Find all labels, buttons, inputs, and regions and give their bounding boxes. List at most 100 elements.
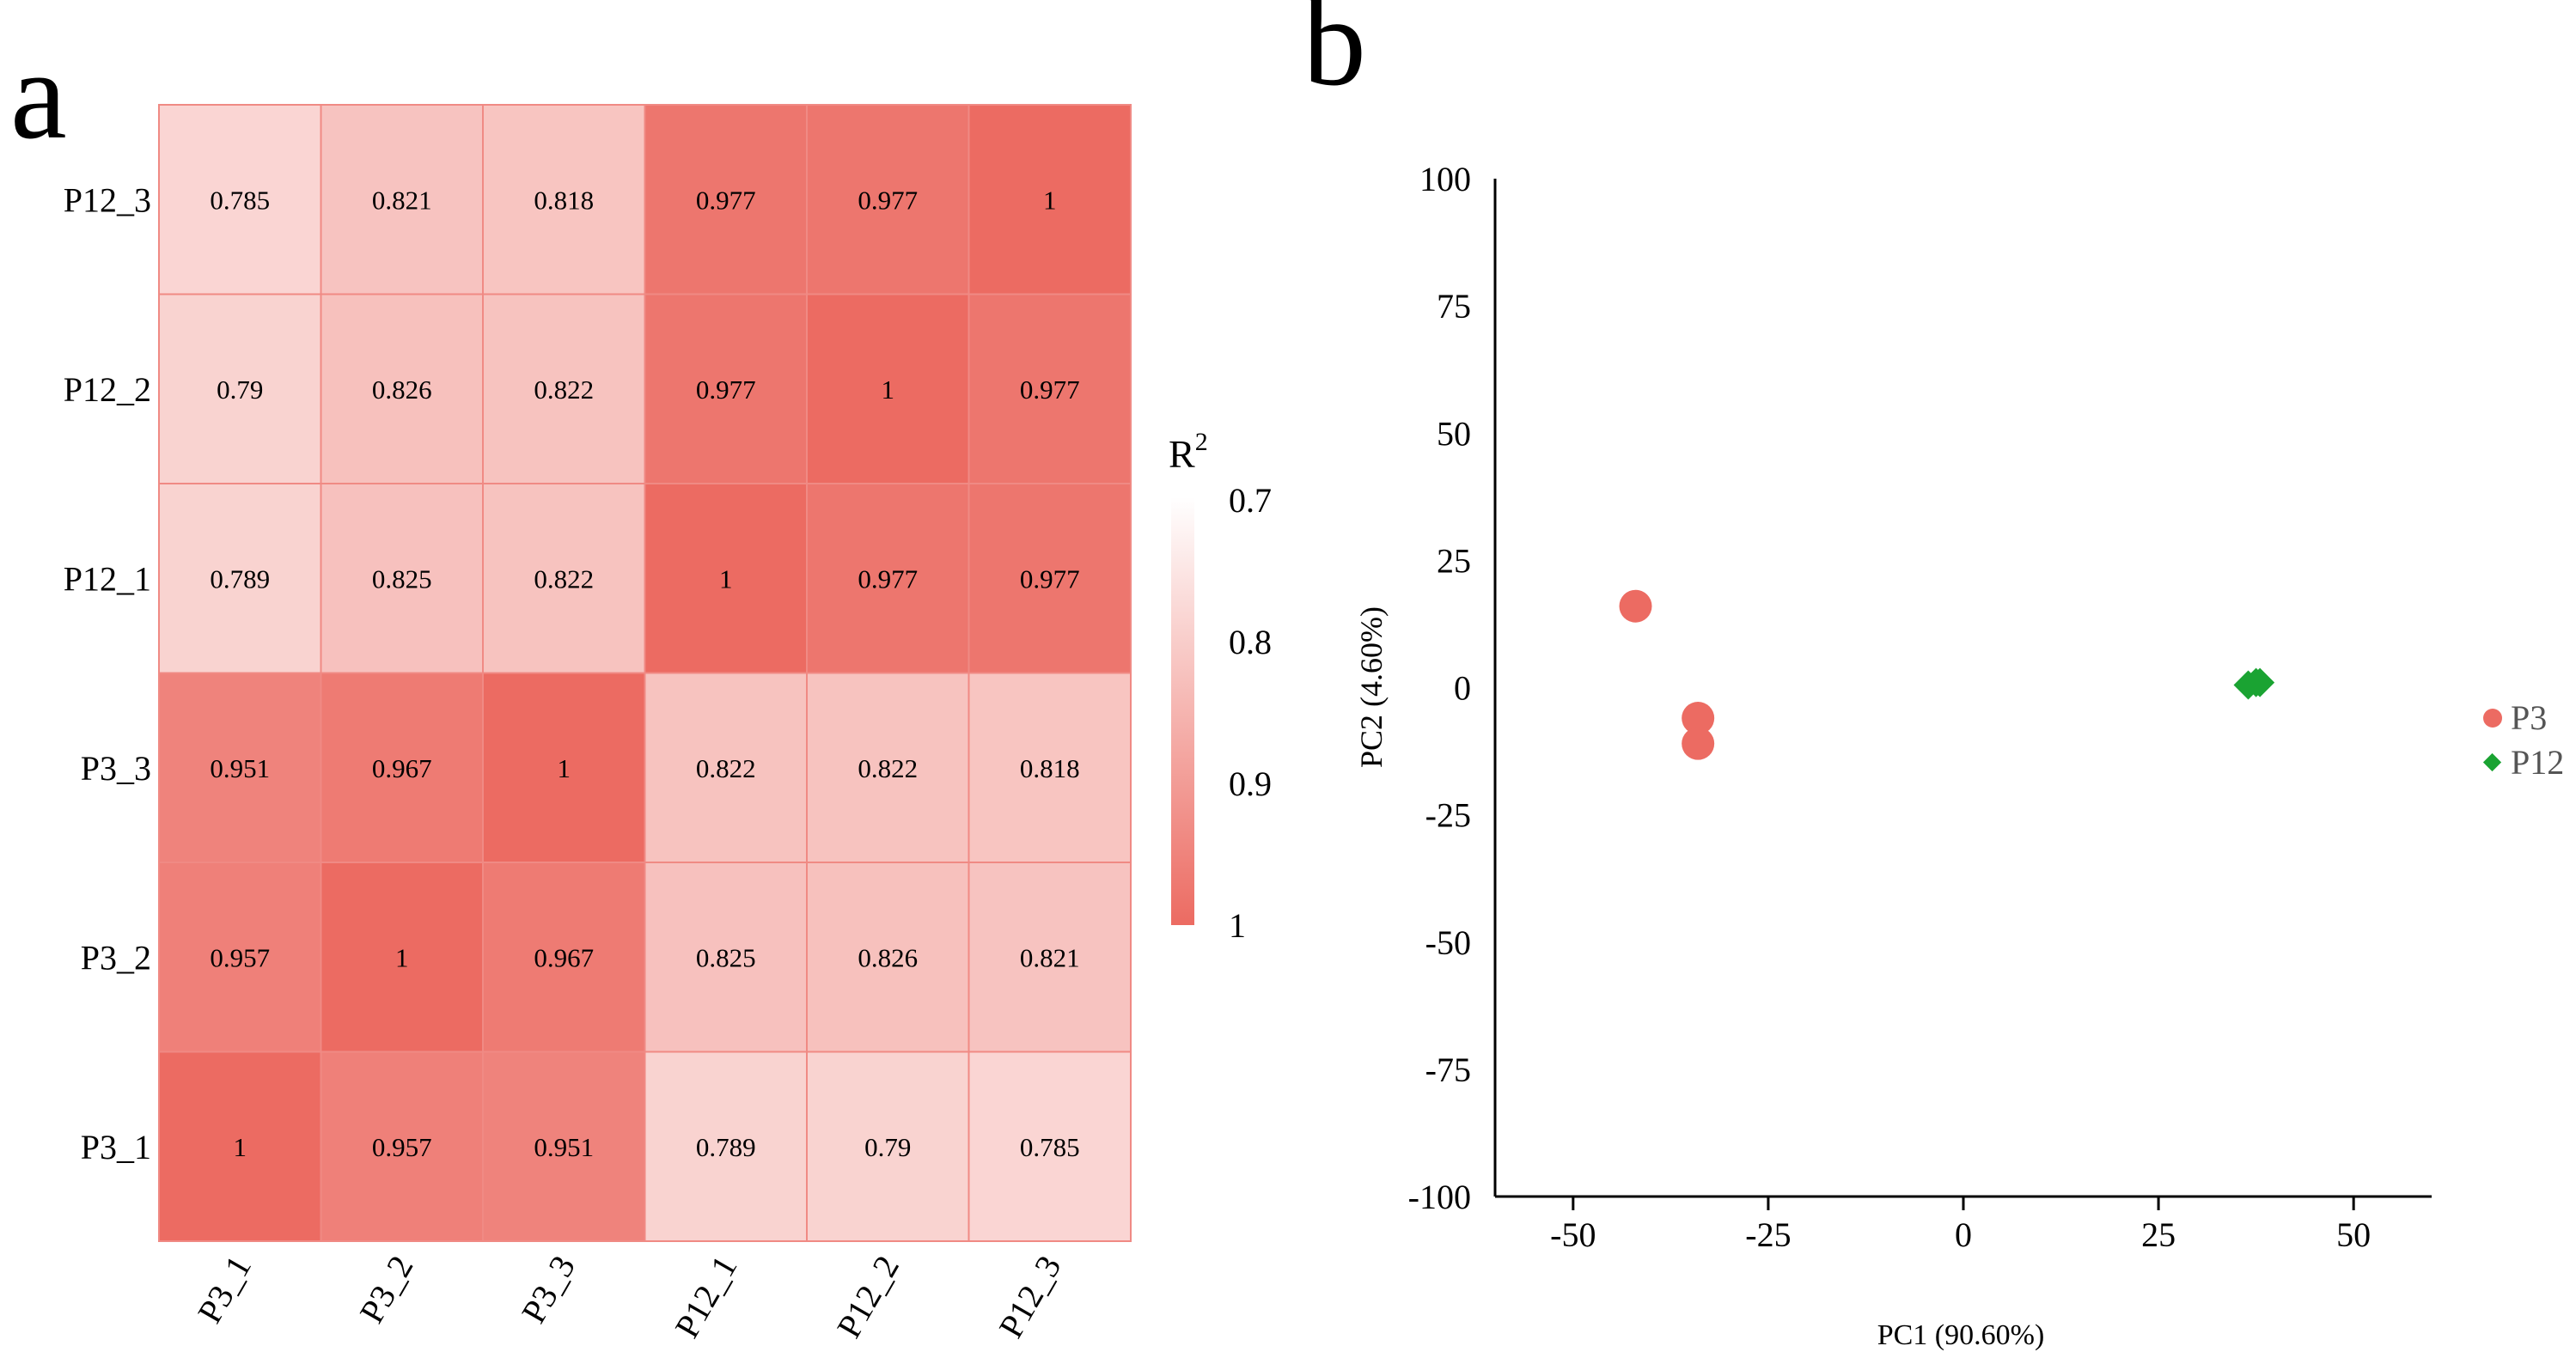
heatmap-cell	[644, 1050, 808, 1242]
heatmap-cell-labels: 0.785 0.821 0.818 0.977 0.977 1 0.79 0.826 0.822…	[210, 185, 1079, 1162]
pca-x-tick-label: 0	[1955, 1215, 1972, 1254]
pca-y-ticks: 100 75 50 25 0 -25 -50 -75 -100	[1408, 160, 1471, 1216]
legend-label-p3: P3	[2511, 698, 2547, 737]
heatmap-cell-label: 0.821	[1020, 942, 1080, 972]
heatmap-cell	[806, 483, 970, 674]
heatmap-cell-label: 0.951	[210, 753, 270, 783]
heatmap-cell-label: 0.822	[858, 753, 918, 783]
pca-y-tick-label: -75	[1425, 1050, 1471, 1089]
heatmap-row-label: P12_3	[64, 180, 151, 219]
heatmap-cell-label: 0.951	[534, 1132, 594, 1162]
heatmap-cell-label: 0.826	[372, 375, 432, 405]
heatmap-cell-label: 0.825	[372, 563, 432, 594]
heatmap-cell-label: 0.785	[1020, 1132, 1080, 1162]
heatmap-row-label: P12_2	[64, 370, 151, 409]
heatmap-col-label: P3_3	[514, 1249, 583, 1330]
heatmap-cell	[806, 104, 970, 295]
heatmap-cell	[644, 672, 808, 863]
heatmap-cell	[320, 293, 484, 484]
heatmap-row-label: P12_1	[64, 559, 151, 598]
pca-y-tick-label: -100	[1408, 1178, 1471, 1216]
pca-y-tick-label: 75	[1437, 287, 1471, 326]
heatmap-cell-label: 0.822	[534, 375, 594, 405]
pca-x-ticks: -50 -25 0 25 50	[1550, 1197, 2371, 1254]
pca-point-p12	[2245, 667, 2275, 697]
heatmap-cell-label: 0.822	[696, 753, 756, 783]
heatmap-cell-label: 0.967	[372, 753, 432, 783]
pca-y-tick-label: -25	[1425, 796, 1471, 835]
colorbar-title: R2	[1169, 428, 1208, 476]
heatmap-cell-label: 0.822	[534, 563, 594, 594]
legend-marker-p3	[2483, 709, 2502, 728]
pca-x-tick-label: 50	[2336, 1215, 2371, 1254]
heatmap-cell	[968, 293, 1132, 484]
heatmap-cell	[158, 672, 322, 863]
pca-x-tick-label: -25	[1745, 1215, 1791, 1254]
heatmap-row-label: P3_1	[81, 1128, 151, 1166]
heatmap-col-label: P12_2	[829, 1249, 906, 1344]
heatmap-cell	[806, 672, 970, 863]
heatmap-cell-label: 0.818	[534, 185, 594, 215]
pca-points	[1619, 589, 2275, 760]
pca-point-p3	[1682, 727, 1715, 760]
colorbar-tick-label: 0.7	[1229, 481, 1272, 520]
legend-marker-p12	[2482, 752, 2502, 772]
heatmap-cell-label: 0.79	[217, 375, 263, 405]
heatmap-cell	[968, 104, 1132, 295]
pca-point-p3	[1682, 702, 1715, 735]
heatmap-cell	[482, 862, 646, 1053]
heatmap-cell-label: 0.977	[858, 563, 918, 594]
heatmap-cell	[482, 104, 646, 295]
heatmap-cell	[320, 672, 484, 863]
heatmap-cell-label: 0.821	[372, 185, 432, 215]
colorbar-tick-label: 0.8	[1229, 623, 1272, 661]
pca-x-tick-label: -50	[1550, 1215, 1596, 1254]
heatmap-cell	[644, 862, 808, 1053]
pca-x-tick-label: 25	[2141, 1215, 2176, 1254]
heatmap-cell	[968, 862, 1132, 1053]
heatmap-cell	[482, 483, 646, 674]
pca-y-axis-label: PC2 (4.60%)	[1354, 606, 1389, 768]
heatmap-cell	[158, 104, 322, 295]
heatmap-cell	[644, 104, 808, 295]
heatmap-cell-label: 1	[234, 1132, 247, 1162]
heatmap-cell	[320, 104, 484, 295]
pca-y-tick-label: 0	[1454, 669, 1471, 708]
panel-label-a: a	[10, 25, 67, 166]
heatmap-cell	[158, 483, 322, 674]
heatmap-col-label: P12_3	[991, 1249, 1068, 1344]
heatmap-cell-label: 0.977	[1020, 375, 1080, 405]
heatmap-cell-label: 0.977	[858, 185, 918, 215]
heatmap-cell-label: 1	[719, 563, 733, 594]
legend-label-p12: P12	[2511, 743, 2564, 782]
heatmap-cell-label: 0.818	[1020, 753, 1080, 783]
heatmap-cell	[320, 483, 484, 674]
heatmap-cell-label: 1	[882, 375, 895, 405]
heatmap-cell	[806, 862, 970, 1053]
colorbar-tick-label: 1	[1229, 906, 1246, 945]
heatmap-col-label: P3_2	[351, 1249, 420, 1330]
pca-y-tick-label: 25	[1437, 541, 1471, 580]
colorbar-gradient	[1171, 497, 1194, 925]
pca-y-tick-label: 100	[1419, 160, 1471, 198]
heatmap-cell	[158, 1050, 322, 1242]
colorbar-tick-label: 0.9	[1229, 764, 1272, 803]
heatmap-cell-label: 1	[395, 942, 409, 972]
colorbar-title-base: R	[1169, 432, 1195, 476]
heatmap-cell	[968, 1050, 1132, 1242]
heatmap-cell	[644, 293, 808, 484]
heatmap-cell-label: 0.826	[858, 942, 918, 972]
heatmap-col-label: P3_1	[190, 1249, 259, 1330]
heatmap-cell	[968, 483, 1132, 674]
heatmap-cell-label: 0.967	[534, 942, 594, 972]
heatmap-cell-label: 0.977	[696, 375, 756, 405]
colorbar-title-sup: 2	[1195, 428, 1208, 456]
heatmap-col-labels: P3_1 P3_2 P3_3 P12_1 P12_2 P12_3	[190, 1249, 1069, 1344]
pca-point-p3	[1619, 589, 1652, 623]
heatmap-cell	[158, 862, 322, 1053]
heatmap-row-label: P3_3	[81, 749, 151, 788]
heatmap-cell-label: 0.825	[696, 942, 756, 972]
heatmap-cell	[482, 672, 646, 863]
heatmap-cell-label: 0.977	[696, 185, 756, 215]
